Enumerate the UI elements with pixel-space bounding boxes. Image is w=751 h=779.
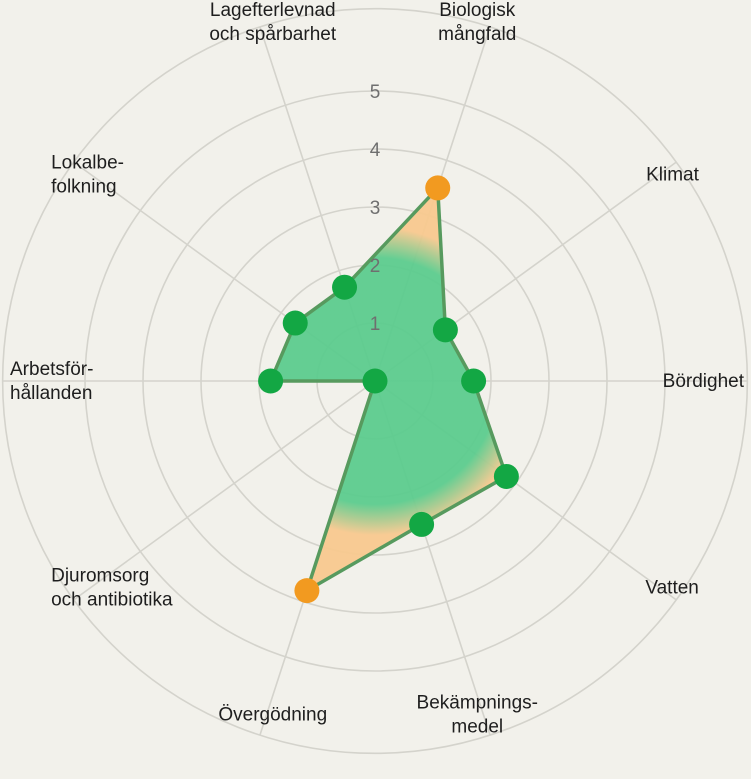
data-point xyxy=(258,368,284,394)
tick-label: 3 xyxy=(370,198,381,219)
axis-label: Bördighet xyxy=(663,371,745,392)
data-points xyxy=(258,175,519,604)
data-point xyxy=(493,463,519,489)
axis-label: Djuromsorg och antibiotika xyxy=(51,565,173,610)
data-point xyxy=(409,511,435,537)
tick-label: 2 xyxy=(370,256,381,277)
axis-label: Klimat xyxy=(646,165,700,186)
data-point xyxy=(294,578,320,604)
tick-label: 4 xyxy=(370,140,381,161)
data-point xyxy=(332,274,358,300)
data-point xyxy=(282,310,308,336)
axis-label: Bekämpnings-medel xyxy=(417,693,538,738)
tick-labels: 1 2 3 4 5 xyxy=(370,82,381,335)
data-point xyxy=(432,317,458,343)
axis-label: Arbetsför-hållanden xyxy=(10,359,93,404)
axis-label: Lokalbe-folkning xyxy=(51,153,124,198)
axis-label: Övergödning xyxy=(218,705,327,726)
axis-labels: Biologisk mångfald Klimat Bördighet Vatten Be… xyxy=(10,0,745,738)
data-point xyxy=(362,368,388,394)
axis-label: Lagefterlevnad och spårbarhet xyxy=(209,0,336,45)
data-point xyxy=(461,368,487,394)
axis-label: Vatten xyxy=(645,577,699,598)
tick-label: 1 xyxy=(370,314,381,335)
data-point xyxy=(425,175,451,201)
axis-label: Biologisk mångfald xyxy=(438,0,516,45)
grid-spoke-7 xyxy=(73,380,376,601)
tick-label: 5 xyxy=(370,82,381,103)
